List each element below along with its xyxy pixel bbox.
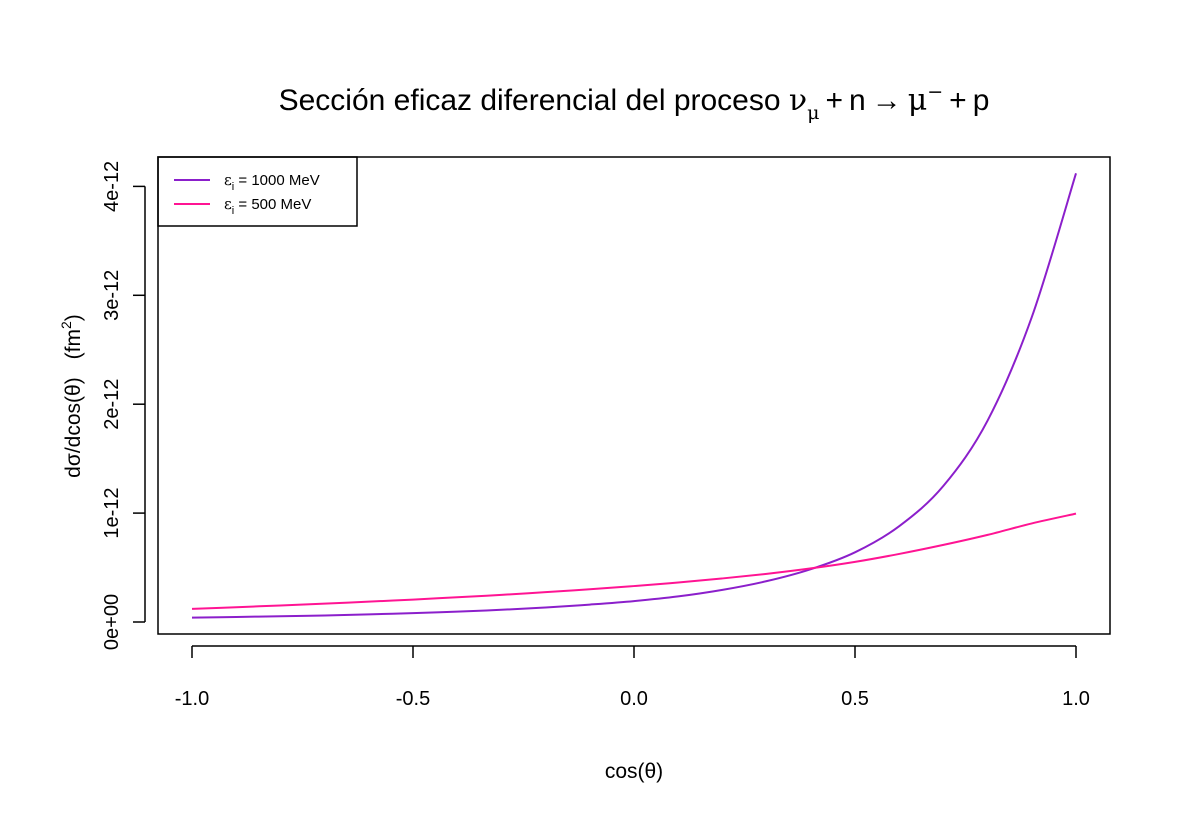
x-axis-label: cos(θ) [605, 760, 663, 783]
y-axis: 0e+00 1e-12 2e-12 3e-12 4e-12 [101, 161, 146, 650]
y-axis-label-unit-sup: 2 [58, 321, 74, 329]
y-axis-label-unit-close: ) [62, 314, 85, 321]
chart-title-plus2: + [949, 84, 967, 117]
chart-title-arrow: → [872, 84, 902, 117]
legend-label-500-eps: ε [224, 195, 232, 213]
x-tick-label: 1.0 [1062, 688, 1090, 710]
chart-title-mu: μ [908, 83, 928, 118]
plot-frame [157, 156, 1111, 635]
legend-box [157, 156, 358, 227]
chart-title-text: Sección eficaz diferencial del proceso [279, 84, 781, 117]
series-line-1000 [191, 173, 1077, 619]
legend: εi = 1000 MeV εi = 500 MeV [157, 156, 358, 227]
y-tick-label: 1e-12 [101, 488, 123, 539]
chart-title-nu: ν [789, 83, 807, 118]
chart-title: Sección eficaz diferencial del proceso ν… [279, 81, 990, 124]
legend-label-500: εi = 500 MeV [224, 195, 311, 217]
chart-title-mu-sup: − [927, 81, 943, 103]
y-axis-label-unit-open: (fm [62, 329, 85, 359]
x-tick-label: 0.0 [620, 688, 648, 710]
y-tick-label: 0e+00 [101, 594, 123, 650]
y-axis-label: dσ/dcos(θ) (fm2) [58, 314, 85, 478]
legend-label-500-sub: i [232, 205, 234, 217]
legend-label-1000: εi = 1000 MeV [224, 171, 320, 193]
x-tick-label: -1.0 [175, 688, 209, 710]
x-tick-label: 0.5 [841, 688, 869, 710]
legend-label-1000-rest: = 1000 MeV [234, 172, 319, 189]
legend-label-500-rest: = 500 MeV [234, 196, 311, 213]
y-tick-label: 2e-12 [101, 379, 123, 430]
y-axis-label-main: dσ/dcos(θ) [62, 377, 85, 478]
y-tick-label: 3e-12 [101, 270, 123, 321]
chart-title-nu-sub: μ [807, 102, 819, 124]
chart-title-p: p [973, 84, 990, 117]
x-tick-label: -0.5 [396, 688, 430, 710]
chart-title-plus1: + [826, 84, 844, 117]
series-layer [191, 173, 1077, 619]
chart-title-n: n [849, 84, 866, 117]
x-axis: -1.0 -0.5 0.0 0.5 1.0 [175, 645, 1090, 710]
legend-label-1000-eps: ε [224, 171, 232, 189]
y-tick-label: 4e-12 [101, 161, 123, 212]
series-line-500 [191, 512, 1077, 610]
legend-label-1000-sub: i [232, 181, 234, 193]
